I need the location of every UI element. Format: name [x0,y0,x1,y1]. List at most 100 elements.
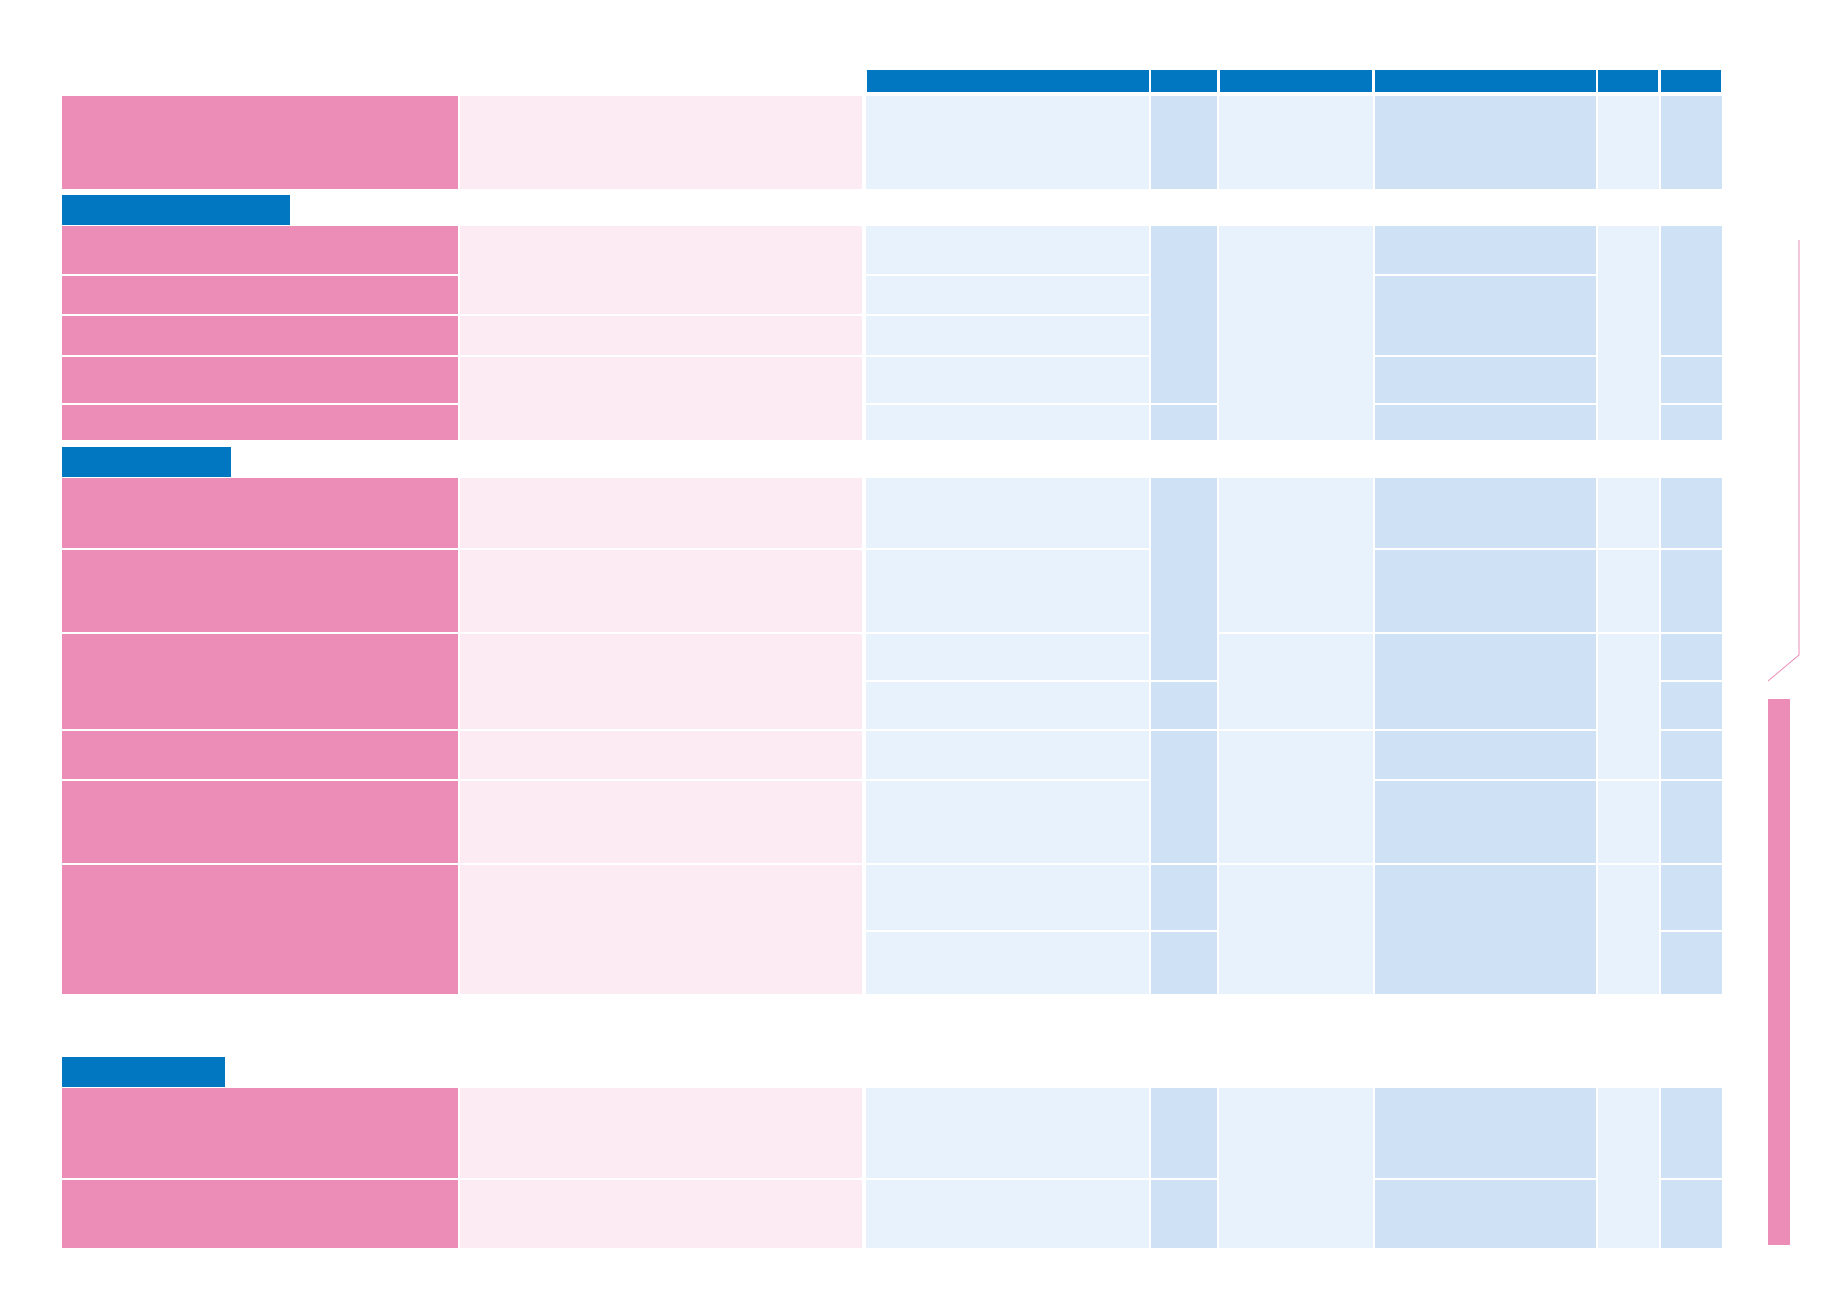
cell [1661,634,1722,680]
row-desc-cell [460,634,862,729]
row-label-cell [62,1180,458,1248]
cell [1375,731,1596,779]
cell [866,932,1149,994]
cell [1151,731,1217,863]
cell [1598,226,1659,440]
cell [1598,865,1659,994]
cell [1598,96,1659,189]
row-desc-cell [460,226,862,314]
row-label-cell [62,1088,458,1178]
row-label-cell [62,276,458,314]
cell [1219,96,1373,189]
cell [1661,1180,1722,1248]
row-label-cell [62,478,458,548]
cell [1598,634,1659,779]
cell [1151,1088,1217,1178]
row-desc-cell [460,731,862,779]
cell [1375,478,1596,548]
cell [866,865,1149,930]
cell [1598,1088,1659,1248]
cell [1598,550,1659,632]
row-desc-cell [460,781,862,863]
cell [1151,865,1217,930]
cell [1661,682,1722,729]
row-label-cell [62,865,458,994]
row-desc-cell [460,865,862,994]
side-index-bar [1768,699,1790,1245]
cell [1151,478,1217,680]
cell [866,405,1149,440]
row-label-cell [62,550,458,632]
cell [1219,865,1373,994]
cell [1219,634,1373,729]
cell [866,682,1149,729]
cell [1151,226,1217,403]
cell [1151,932,1217,994]
cell [866,357,1149,403]
cell [866,276,1149,314]
row-label-cell [62,634,458,729]
cell [1661,932,1722,994]
row-label-cell [62,226,458,274]
cell [1375,1088,1596,1178]
cell [1661,1088,1722,1178]
row-desc-cell [460,96,862,189]
cell [1219,1088,1373,1248]
cell [1661,865,1722,930]
cell [1151,96,1217,189]
cell [1219,226,1373,440]
cell [1219,478,1373,632]
cell [866,550,1149,632]
cell [1375,550,1596,632]
cell [866,226,1149,274]
cell [1661,405,1722,440]
section-header-2 [62,447,231,477]
cell [1598,781,1659,863]
cell [1375,781,1596,863]
cell [1151,405,1217,440]
column-header-2 [1151,70,1217,92]
cell [866,478,1149,548]
row-desc-cell [460,1088,862,1178]
cell [866,96,1149,189]
cell [866,1180,1149,1248]
row-label-cell [62,357,458,403]
cell [1375,634,1596,729]
cell [1661,226,1722,355]
row-label-cell [62,731,458,779]
cell [1151,682,1217,729]
cell [866,1088,1149,1178]
cell [1375,357,1596,403]
cell [1375,226,1596,274]
cell [866,316,1149,355]
row-desc-cell [460,550,862,632]
cell [1375,405,1596,440]
cell [1661,96,1722,189]
cell [1661,357,1722,403]
cell [1151,1180,1217,1248]
cell [1375,865,1596,994]
cell [1661,478,1722,548]
row-label-cell [62,781,458,863]
column-header-3 [1220,70,1372,92]
column-header-4 [1375,70,1596,92]
cell [866,731,1149,779]
row-desc-cell [460,316,862,355]
row-label-cell [62,316,458,355]
section-header-1 [62,195,290,225]
cell [866,634,1149,680]
tab-outline-shape [1767,240,1800,682]
cell [1661,550,1722,632]
row-desc-cell [460,478,862,548]
row-desc-cell [460,357,862,440]
cell [1598,478,1659,548]
cell [1219,731,1373,863]
section-header-3 [62,1057,225,1087]
row-label-cell [62,96,458,189]
cell [1375,276,1596,355]
row-label-cell [62,405,458,440]
cell [1661,731,1722,779]
column-header-6 [1661,70,1721,92]
cell [1375,96,1596,189]
row-desc-cell [460,1180,862,1248]
